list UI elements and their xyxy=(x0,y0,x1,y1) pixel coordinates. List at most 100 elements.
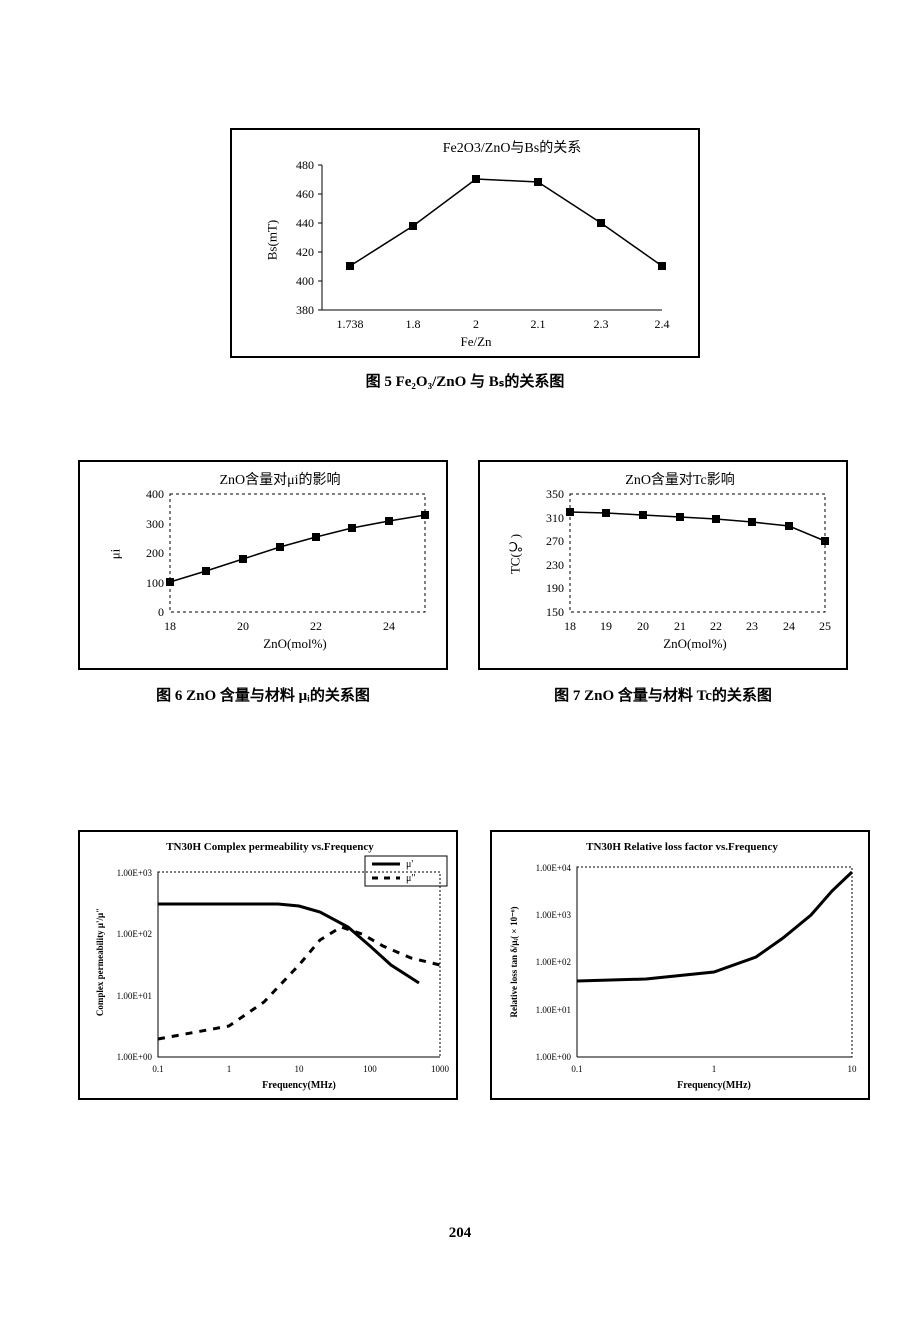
svg-text:460: 460 xyxy=(296,187,314,201)
svg-text:1: 1 xyxy=(227,1064,232,1074)
svg-text:1: 1 xyxy=(712,1064,717,1074)
svg-text:2.1: 2.1 xyxy=(531,317,546,331)
fig5-box: Fe2O3/ZnO与Bs的关系 380 400 420 440 460 480 xyxy=(230,128,700,358)
svg-text:24: 24 xyxy=(383,619,395,633)
svg-text:μ': μ' xyxy=(406,859,413,870)
fig6-svg: ZnO含量对μi的影响 0 100 200 300 400 18 20 22 2… xyxy=(80,462,446,668)
svg-text:350: 350 xyxy=(546,487,564,501)
fig5-ylabel: Bs(mT) xyxy=(265,220,280,260)
svg-text:19: 19 xyxy=(600,619,612,633)
fig8-title: TN30H Complex permeability vs.Frequency xyxy=(166,841,374,853)
svg-text:1.00E+02: 1.00E+02 xyxy=(536,957,571,967)
fig8-svg: TN30H Complex permeability vs.Frequency … xyxy=(80,832,456,1098)
svg-text:440: 440 xyxy=(296,216,314,230)
svg-text:μ": μ" xyxy=(406,873,415,884)
fig8-yticks: 1.00E+00 1.00E+01 1.00E+02 1.00E+03 xyxy=(117,868,153,1062)
fig6-ylabel: μi xyxy=(108,548,123,559)
fig9-plotframe xyxy=(577,867,852,1057)
fig6-markers xyxy=(166,511,429,586)
page: Fe2O3/ZnO与Bs的关系 380 400 420 440 460 480 xyxy=(0,0,920,1344)
fig8-series-mu-prime xyxy=(158,904,419,983)
svg-text:400: 400 xyxy=(146,487,164,501)
svg-text:230: 230 xyxy=(546,558,564,572)
fig8-series-mu-double xyxy=(158,927,440,1039)
fig8-plotframe xyxy=(158,872,440,1057)
svg-text:310: 310 xyxy=(546,511,564,525)
fig6-title: ZnO含量对μi的影响 xyxy=(219,472,340,488)
fig6-box: ZnO含量对μi的影响 0 100 200 300 400 18 20 22 2… xyxy=(78,460,448,670)
svg-text:20: 20 xyxy=(237,619,249,633)
svg-text:24: 24 xyxy=(783,619,795,633)
fig7-title: ZnO含量对Tc影响 xyxy=(625,472,734,488)
svg-text:21: 21 xyxy=(674,619,686,633)
svg-text:10: 10 xyxy=(295,1064,305,1074)
svg-text:0: 0 xyxy=(158,605,164,619)
fig6-yticks: 0 100 200 300 400 xyxy=(146,487,164,619)
fig5-yticks: 380 400 420 440 460 480 xyxy=(296,158,322,317)
svg-text:1.738: 1.738 xyxy=(337,317,364,331)
fig9-title: TN30H Relative loss factor vs.Frequency xyxy=(586,841,778,853)
fig5-caption: 图 5 Fe₂O₃/ZnO 与 Bₛ的关系图 xyxy=(230,370,700,391)
fig7-ylabel: TC(℃) xyxy=(508,534,524,574)
fig5-svg: Fe2O3/ZnO与Bs的关系 380 400 420 440 460 480 xyxy=(232,130,698,356)
svg-text:2.4: 2.4 xyxy=(655,317,670,331)
svg-text:1.00E+04: 1.00E+04 xyxy=(536,863,572,873)
fig5-markers xyxy=(346,175,666,270)
svg-text:480: 480 xyxy=(296,158,314,172)
fig7-caption: 图 7 ZnO 含量与材料 Tc的关系图 xyxy=(478,684,848,705)
svg-text:1.00E+00: 1.00E+00 xyxy=(536,1052,572,1062)
svg-text:1.00E+01: 1.00E+01 xyxy=(536,1005,571,1015)
fig9-yticks: 1.00E+00 1.00E+01 1.00E+02 1.00E+03 1.00… xyxy=(536,863,572,1062)
svg-text:270: 270 xyxy=(546,534,564,548)
fig7-xlabel: ZnO(mol%) xyxy=(663,636,727,651)
svg-text:25: 25 xyxy=(819,619,831,633)
fig7-yticks: 150 190 230 270 310 350 xyxy=(546,487,564,619)
fig9-box: TN30H Relative loss factor vs.Frequency … xyxy=(490,830,870,1100)
fig7-xticks: 18 19 20 21 22 23 24 25 xyxy=(564,619,831,633)
fig5-title: Fe2O3/ZnO与Bs的关系 xyxy=(443,140,581,156)
svg-text:18: 18 xyxy=(164,619,176,633)
fig8-ylabel: Complex permeability μ'/μ" xyxy=(95,908,105,1016)
fig5-line xyxy=(350,179,662,266)
svg-text:2.3: 2.3 xyxy=(594,317,609,331)
fig6-xticks: 18 20 22 24 xyxy=(164,619,395,633)
svg-text:200: 200 xyxy=(146,546,164,560)
fig9-series xyxy=(577,872,852,981)
svg-text:22: 22 xyxy=(710,619,722,633)
fig8-xticks: 0.1 1 10 100 1000 xyxy=(152,1064,449,1074)
fig8-legend: μ' μ" xyxy=(365,856,447,886)
fig9-svg: TN30H Relative loss factor vs.Frequency … xyxy=(492,832,868,1098)
fig6-caption: 图 6 ZnO 含量与材料 μᵢ的关系图 xyxy=(78,684,448,705)
fig7-box: ZnO含量对Tc影响 150 190 230 270 310 350 18 19… xyxy=(478,460,848,670)
svg-text:100: 100 xyxy=(146,576,164,590)
svg-text:1.00E+02: 1.00E+02 xyxy=(117,929,152,939)
svg-text:1000: 1000 xyxy=(431,1064,450,1074)
fig8-xlabel: Frequency(MHz) xyxy=(262,1080,336,1091)
svg-text:1.00E+03: 1.00E+03 xyxy=(536,910,572,920)
svg-text:1.00E+03: 1.00E+03 xyxy=(117,868,153,878)
svg-text:22: 22 xyxy=(310,619,322,633)
fig5-xticks: 1.738 1.8 2 2.1 2.3 2.4 xyxy=(337,317,670,331)
fig9-ylabel: Relative loss tan δ/μᵢ(×10⁻⁶) xyxy=(509,906,519,1017)
fig6-xlabel: ZnO(mol%) xyxy=(263,636,327,651)
svg-text:18: 18 xyxy=(564,619,576,633)
fig5-xlabel: Fe/Zn xyxy=(460,334,492,349)
svg-text:150: 150 xyxy=(546,605,564,619)
svg-text:10: 10 xyxy=(848,1064,858,1074)
svg-text:1.00E+01: 1.00E+01 xyxy=(117,991,152,1001)
page-number: 204 xyxy=(0,1225,920,1242)
fig8-box: TN30H Complex permeability vs.Frequency … xyxy=(78,830,458,1100)
fig6-plotborder xyxy=(170,494,425,612)
svg-text:380: 380 xyxy=(296,303,314,317)
svg-text:100: 100 xyxy=(363,1064,377,1074)
svg-text:20: 20 xyxy=(637,619,649,633)
svg-text:1.8: 1.8 xyxy=(406,317,421,331)
svg-text:0.1: 0.1 xyxy=(152,1064,163,1074)
fig9-xticks: 0.1 1 10 xyxy=(571,1064,857,1074)
svg-text:0.1: 0.1 xyxy=(571,1064,582,1074)
fig9-xlabel: Frequency(MHz) xyxy=(677,1080,751,1091)
svg-text:420: 420 xyxy=(296,245,314,259)
svg-text:300: 300 xyxy=(146,517,164,531)
svg-text:400: 400 xyxy=(296,274,314,288)
svg-text:23: 23 xyxy=(746,619,758,633)
